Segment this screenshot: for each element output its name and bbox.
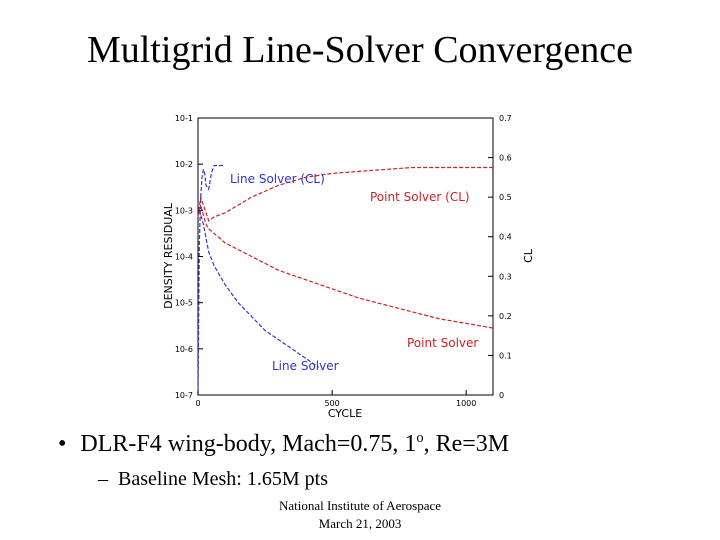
- y-right-tick-label: 0: [499, 391, 504, 400]
- footer-organization: National Institute of Aerospace: [278, 498, 442, 513]
- y-right-tick-label: 0.1: [499, 351, 512, 360]
- x-tick-label: 1000: [456, 399, 476, 408]
- y-left-tick-label: 10-3: [175, 206, 193, 215]
- series-line-2: [197, 166, 493, 222]
- x-axis-label: CYCLE: [328, 407, 362, 420]
- y-left-tick-label: 10-2: [175, 160, 193, 169]
- sub-bullet-marker: –: [98, 468, 108, 490]
- series-layer: [197, 164, 494, 396]
- bullet-1-text-before: DLR-F4 wing-body, Mach=0.75, 1: [80, 431, 417, 457]
- footer: National Institute of Aerospace March 21…: [0, 497, 720, 533]
- x-tick-label: 500: [324, 399, 339, 408]
- y-right-tick-label: 0.3: [499, 272, 512, 281]
- annotation-line-solver-cl: Line Solver (CL): [230, 172, 325, 186]
- annotation-line-solver: Line Solver: [272, 359, 339, 373]
- y-left-tick-label: 10-6: [175, 345, 193, 354]
- plot-frame: [197, 117, 494, 396]
- y-left-tick-label: 10-7: [175, 391, 193, 400]
- y-right-tick-label: 0.2: [499, 312, 512, 321]
- left-axis-ticks: 10-1 10-2 10-3 10-4 10-5 10-6 10-7: [175, 114, 203, 400]
- convergence-chart: 10-110-210-310-410-510-610-7 0.70.60.50.…: [162, 114, 535, 420]
- y-axis-left-label: DENSITY RESIDUAL: [162, 202, 175, 309]
- y-right-tick-label: 0.6: [499, 154, 512, 163]
- bullet-point-2: – Baseline Mesh: 1.65M pts: [98, 468, 328, 491]
- slide-title: Multigrid Line-Solver Convergence: [87, 29, 633, 71]
- bullet-1-text-after: , Re=3M: [423, 431, 510, 457]
- x-tick-label: 0: [195, 399, 200, 408]
- bullet-1-superscript: o: [416, 430, 424, 446]
- series-line-4: [197, 209, 320, 368]
- series-line-1: [197, 164, 225, 396]
- series-line-3: [197, 204, 494, 329]
- bottom-axis-ticks: 0 500 1000: [195, 390, 476, 408]
- y-left-tick-label: 10-1: [175, 114, 193, 123]
- footer-date: March 21, 2003: [318, 516, 402, 531]
- y-left-tick-label: 10-5: [175, 299, 193, 308]
- bullet-point-1: • DLR-F4 wing-body, Mach=0.75, 1o, Re=3M: [58, 430, 509, 458]
- bullet-2-text: Baseline Mesh: 1.65M pts: [118, 468, 328, 490]
- annotation-point-solver: Point Solver: [407, 336, 478, 350]
- annotation-point-solver-cl: Point Solver (CL): [370, 190, 470, 204]
- y-axis-right-label: CL: [522, 248, 535, 263]
- y-left-tick-label: 10-4: [175, 253, 193, 262]
- y-right-tick-label: 0.5: [499, 193, 512, 202]
- bullet-marker: •: [58, 431, 67, 457]
- y-right-tick-label: 0.7: [499, 114, 512, 123]
- y-right-tick-label: 0.4: [499, 233, 512, 242]
- right-axis-ticks: 0.7 0.6 0.5 0.4 0.3 0.2 0.1 0: [488, 114, 512, 400]
